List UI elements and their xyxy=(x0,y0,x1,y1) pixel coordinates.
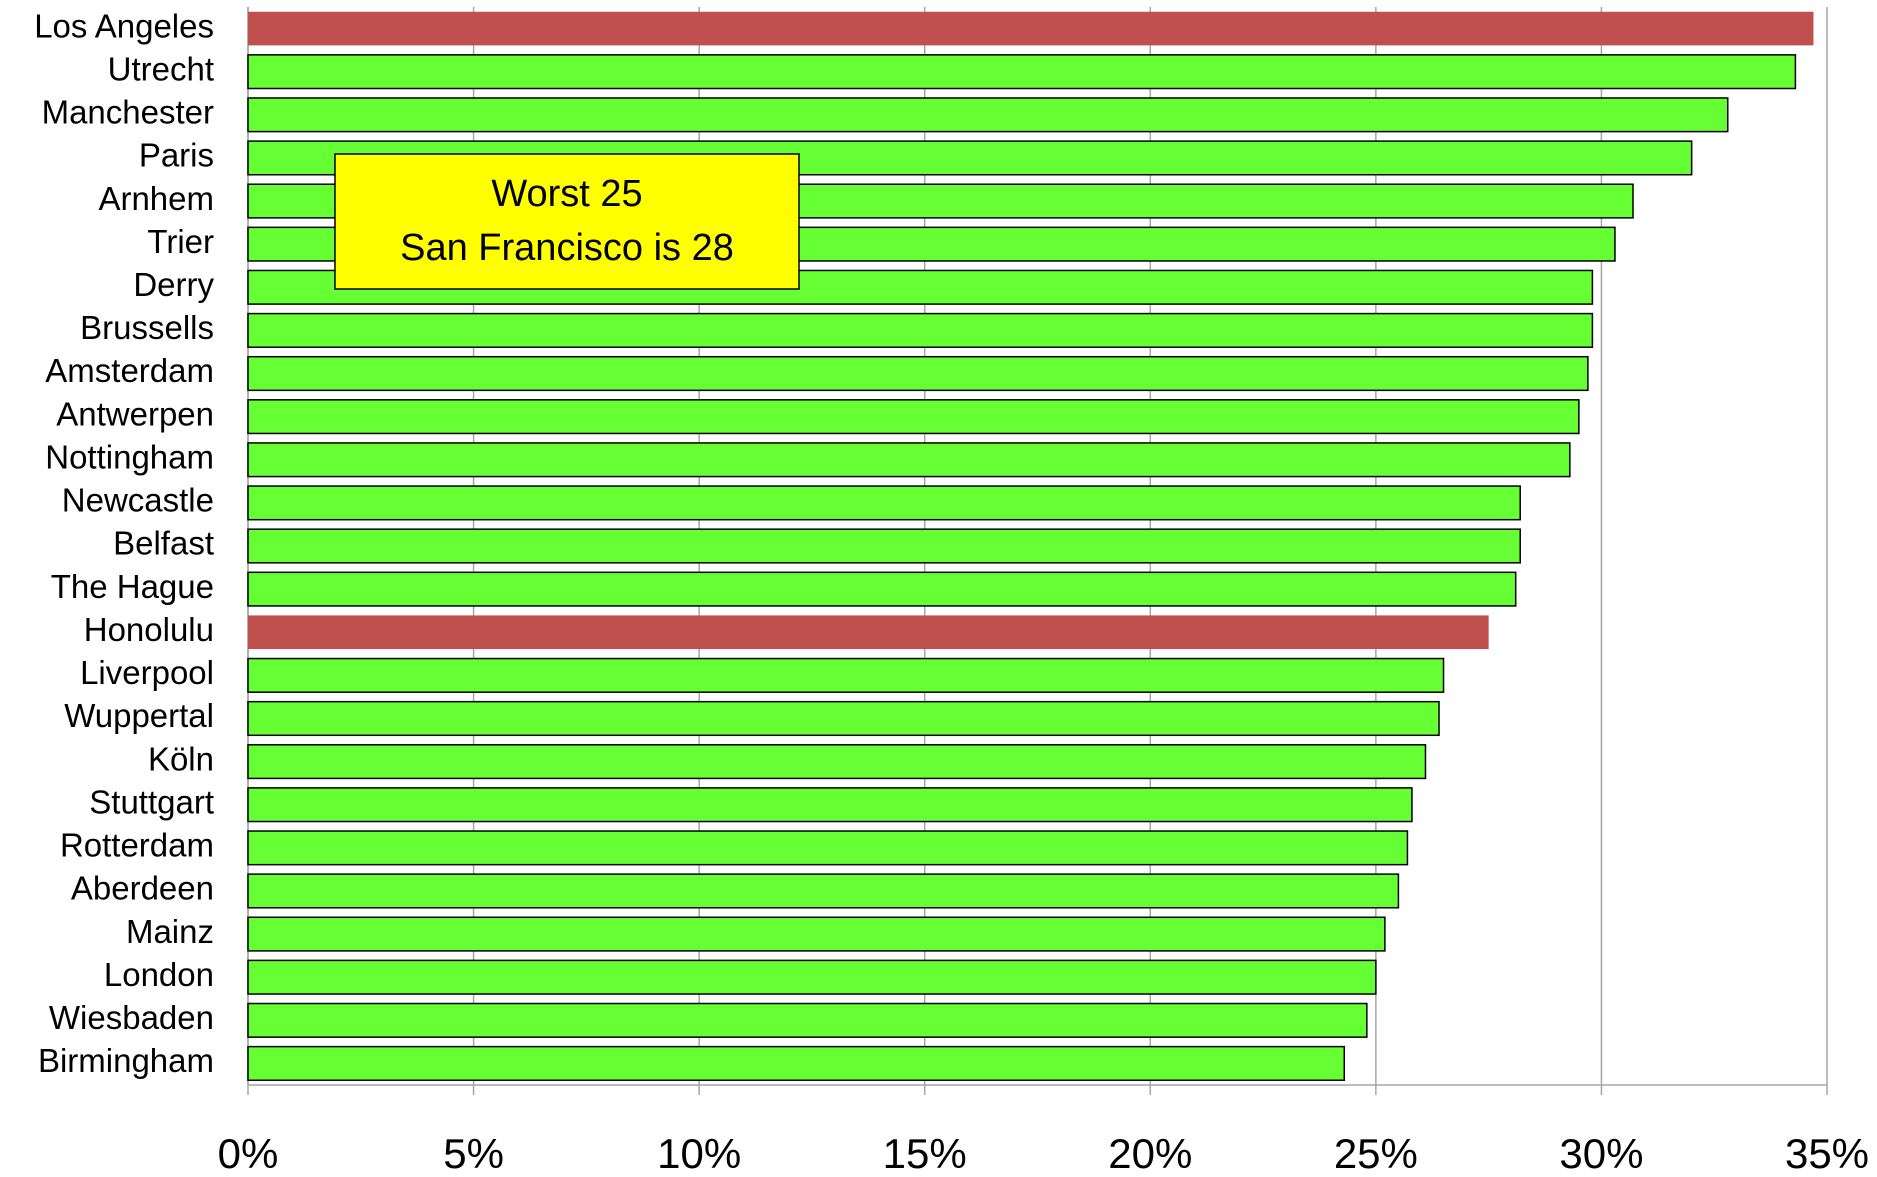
y-tick-label: Utrecht xyxy=(108,50,214,87)
y-tick-label: Liverpool xyxy=(80,654,214,691)
annotation-box xyxy=(334,153,800,290)
bar xyxy=(247,830,1409,866)
y-tick-label: Honolulu xyxy=(84,611,214,648)
annotation: Worst 25 xyxy=(491,173,642,215)
bar xyxy=(247,485,1521,521)
bar xyxy=(247,571,1517,607)
bar xyxy=(247,873,1400,909)
x-tick-label: 5% xyxy=(443,1130,504,1177)
y-tick-label: London xyxy=(104,956,214,993)
x-tick-label: 20% xyxy=(1108,1130,1192,1177)
y-tick-label: Manchester xyxy=(42,94,214,131)
bar xyxy=(247,312,1594,348)
bar xyxy=(247,528,1521,564)
bar xyxy=(247,1002,1368,1038)
y-tick-label: The Hague xyxy=(51,568,214,605)
y-tick-label: Wuppertal xyxy=(64,697,214,734)
bar xyxy=(247,959,1377,995)
y-tick-label: Trier xyxy=(147,223,214,260)
y-tick-label: Brussells xyxy=(80,309,214,346)
bar xyxy=(247,140,1693,176)
bar xyxy=(248,11,1814,46)
x-tick-label: 15% xyxy=(883,1130,967,1177)
x-tick-label: 10% xyxy=(657,1130,741,1177)
bar xyxy=(247,54,1797,90)
bar xyxy=(247,787,1413,823)
bar xyxy=(247,399,1580,435)
x-tick-label: 30% xyxy=(1559,1130,1643,1177)
x-tick-label: 25% xyxy=(1334,1130,1418,1177)
y-tick-label: Birmingham xyxy=(38,1042,214,1079)
y-tick-label: Los Angeles xyxy=(34,7,214,44)
y-tick-label: Belfast xyxy=(113,525,214,562)
y-tick-label: Paris xyxy=(139,137,214,174)
x-tick-label: 35% xyxy=(1785,1130,1869,1177)
y-tick-label: Wiesbaden xyxy=(49,999,214,1036)
y-tick-label: Arnhem xyxy=(98,180,214,217)
y-tick-label: Aberdeen xyxy=(71,870,214,907)
y-tick-label: Mainz xyxy=(126,913,214,950)
y-tick-label: Rotterdam xyxy=(60,827,214,864)
bar xyxy=(247,916,1386,952)
bar xyxy=(247,700,1440,737)
annotation: San Francisco is 28 xyxy=(400,227,734,269)
y-tick-label: Köln xyxy=(148,740,214,777)
bar xyxy=(248,615,1489,650)
y-tick-label: Nottingham xyxy=(45,438,214,475)
y-tick-label: Antwerpen xyxy=(56,395,214,432)
bar xyxy=(247,744,1427,780)
y-tick-label: Newcastle xyxy=(62,482,214,519)
bar xyxy=(247,1045,1346,1082)
y-tick-label: Derry xyxy=(133,266,214,303)
bar xyxy=(247,97,1729,133)
x-tick-label: 0% xyxy=(218,1130,279,1177)
y-tick-label: Stuttgart xyxy=(89,783,214,820)
y-tick-label: Amsterdam xyxy=(45,352,214,389)
bar xyxy=(247,442,1571,478)
bar xyxy=(247,355,1589,392)
bar xyxy=(247,657,1445,693)
